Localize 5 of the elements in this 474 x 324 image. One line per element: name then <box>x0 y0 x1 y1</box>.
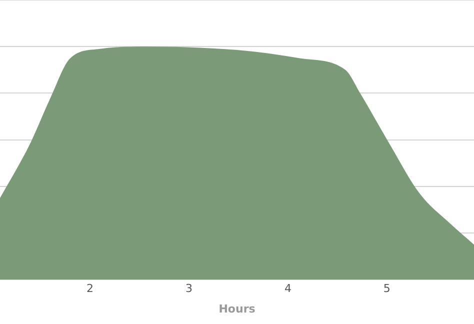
x-tick-label: 5 <box>383 282 390 296</box>
x-tick-label: 3 <box>186 282 193 296</box>
x-tick-label: 4 <box>284 282 292 296</box>
x-tick-label: 2 <box>86 282 94 296</box>
x-axis-title: Hours <box>218 302 256 316</box>
